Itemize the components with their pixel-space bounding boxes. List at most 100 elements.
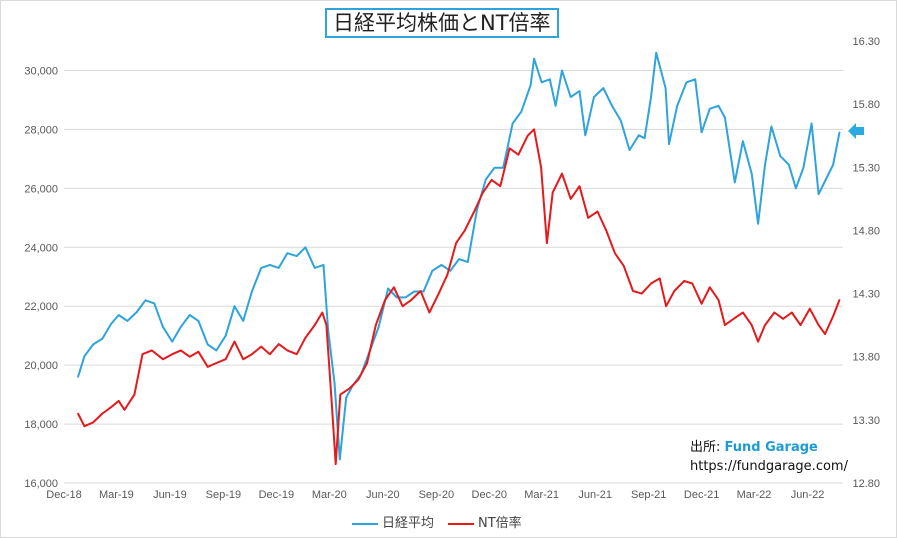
y-left-tick-label: 22,000 — [24, 301, 58, 313]
data-point — [569, 96, 572, 98]
data-point — [691, 282, 694, 285]
data-point — [110, 406, 112, 409]
data-point — [482, 191, 484, 194]
data-point — [449, 270, 452, 272]
data-point — [700, 302, 703, 305]
x-tick-label: Mar-20 — [312, 489, 347, 501]
data-point — [700, 131, 703, 134]
data-point — [764, 324, 766, 326]
arrow-left-icon — [848, 123, 864, 139]
legend-label: 日経平均 — [382, 516, 435, 531]
y-right-tick-label: 14.30 — [852, 289, 880, 301]
source-url[interactable]: https://fundgarage.com/ — [690, 459, 848, 474]
data-point — [153, 302, 155, 305]
data-point — [673, 290, 676, 292]
data-point — [395, 296, 398, 299]
data-point — [126, 320, 129, 322]
data-point — [529, 84, 532, 86]
y-left-tick-label: 26,000 — [24, 183, 58, 195]
data-point — [233, 305, 236, 308]
data-point — [757, 222, 759, 225]
data-point — [637, 134, 640, 137]
data-point — [643, 137, 646, 140]
data-point — [458, 258, 460, 260]
x-tick-label: Dec-21 — [684, 489, 719, 501]
data-point — [540, 81, 543, 84]
data-point — [605, 229, 608, 232]
legend-item: 日経平均 — [352, 512, 434, 531]
data-point — [632, 290, 634, 292]
data-point — [533, 57, 535, 60]
data-point — [348, 387, 351, 390]
data-point — [422, 290, 425, 293]
data-point — [611, 105, 613, 107]
data-point — [779, 155, 781, 157]
y-right-tick-label: 16.30 — [852, 36, 880, 48]
data-point — [233, 340, 236, 343]
data-point — [325, 324, 328, 326]
data-point — [466, 261, 469, 263]
x-tick-label: Jun-21 — [578, 489, 612, 501]
data-point — [384, 299, 386, 301]
data-point — [742, 140, 744, 142]
data-point — [277, 343, 280, 345]
data-point — [339, 393, 342, 396]
data-point — [313, 324, 316, 326]
data-point — [92, 343, 94, 346]
data-point — [260, 267, 263, 269]
data-point — [133, 393, 136, 396]
data-point — [375, 324, 377, 326]
data-point — [197, 350, 200, 353]
y-right-tick-label: 12.80 — [852, 478, 880, 490]
data-point — [602, 87, 605, 89]
data-point — [658, 277, 661, 280]
data-point — [593, 96, 595, 98]
data-point — [650, 282, 652, 285]
data-point — [717, 105, 720, 107]
data-point — [502, 166, 505, 169]
data-point — [640, 292, 643, 295]
data-point — [499, 185, 502, 188]
data-point — [490, 179, 493, 181]
data-point — [546, 242, 548, 244]
data-point — [708, 286, 711, 289]
data-point — [313, 267, 316, 269]
data-point — [832, 163, 834, 166]
data-point — [802, 166, 805, 169]
data-point — [295, 255, 298, 257]
data-point — [569, 198, 572, 200]
data-point — [764, 163, 766, 166]
data-point — [188, 314, 191, 316]
x-tick-label: Jun-22 — [791, 489, 825, 501]
source-label: 出所: — [690, 440, 725, 455]
data-point — [144, 299, 147, 302]
x-tick-label: Dec-19 — [259, 489, 294, 501]
data-point — [277, 267, 280, 269]
data-point — [345, 396, 347, 399]
data-point — [171, 340, 174, 343]
source-note: 出所: Fund Garage https://fundgarage.com/ — [690, 438, 848, 476]
data-point — [742, 311, 744, 314]
y-right-tick-label: 13.80 — [852, 352, 880, 364]
legend-label: NT倍率 — [478, 516, 522, 531]
data-point — [251, 353, 253, 355]
data-point — [440, 264, 443, 266]
data-point — [757, 340, 759, 343]
data-point — [110, 323, 112, 325]
x-tick-label: Sep-21 — [631, 489, 666, 501]
data-point — [83, 425, 86, 427]
data-point — [321, 311, 324, 314]
data-point — [215, 362, 218, 364]
data-point — [334, 463, 337, 465]
x-tick-label: Jun-20 — [366, 489, 400, 501]
data-point — [548, 78, 551, 81]
y-left-tick-label: 30,000 — [24, 65, 58, 77]
data-point — [162, 358, 164, 361]
y-right-tick-label: 15.80 — [852, 99, 880, 111]
data-point — [817, 193, 820, 196]
data-point — [224, 334, 227, 337]
data-point — [526, 134, 529, 137]
data-point — [584, 134, 587, 137]
data-point — [750, 172, 753, 175]
